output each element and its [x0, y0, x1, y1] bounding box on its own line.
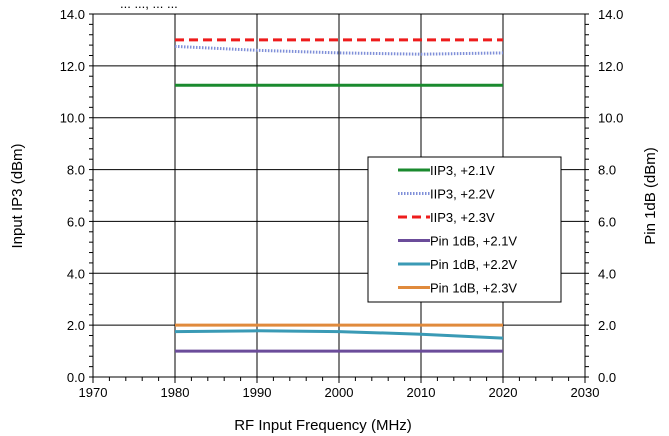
- legend-label: IIP3, +2.2V: [430, 187, 495, 202]
- x-tick-label: 2020: [489, 385, 518, 400]
- y-tick-label-right: 12.0: [598, 59, 623, 74]
- y-tick-label-right: 4.0: [598, 266, 616, 281]
- x-tick-label: 2000: [325, 385, 354, 400]
- x-tick-labels: 1970 1980 1990 2000 2010 2020 2030: [79, 385, 600, 400]
- x-tick-label: 2010: [407, 385, 436, 400]
- y-tick-label-right: 14.0: [598, 7, 623, 22]
- legend-box: [367, 156, 562, 303]
- y-tick-label-left: 6.0: [67, 214, 85, 229]
- x-tick-label: 2030: [571, 385, 600, 400]
- y-tick-label-left: 10.0: [60, 111, 85, 126]
- y-tick-label-left: 2.0: [67, 318, 85, 333]
- y-axis-title-right: Pin 1dB (dBm): [642, 147, 659, 245]
- y-axis-title-left: Input IP3 (dBm): [9, 143, 26, 248]
- legend-label: Pin 1dB, +2.2V: [430, 257, 517, 272]
- y-tick-label-right: 6.0: [598, 214, 616, 229]
- y-tick-label-left: 12.0: [60, 59, 85, 74]
- x-tick-label: 1970: [79, 385, 108, 400]
- y-tick-label-left: 0.0: [67, 370, 85, 385]
- legend: IIP3, +2.1V IIP3, +2.2V IIP3, +2.3V Pin 1dB…: [367, 156, 562, 303]
- x-axis-title: RF Input Frequency (MHz): [234, 417, 412, 434]
- y-tick-label-right: 10.0: [598, 111, 623, 126]
- y-tick-labels-left: 0.0 2.0 4.0 6.0 8.0 10.0 12.0 14.0: [60, 7, 85, 385]
- y-tick-label-right: 2.0: [598, 318, 616, 333]
- legend-label: Pin 1dB, +2.1V: [430, 234, 517, 249]
- legend-label: IIP3, +2.3V: [430, 210, 495, 225]
- y-tick-labels-right: 0.0 2.0 4.0 6.0 8.0 10.0 12.0 14.0: [598, 7, 623, 385]
- series-lines: [174, 38, 504, 353]
- x-tick-label: 1990: [243, 385, 272, 400]
- legend-label: IIP3, +2.1V: [430, 163, 495, 178]
- x-tick-label: 1980: [161, 385, 190, 400]
- y-tick-label-left: 4.0: [67, 266, 85, 281]
- series-line-5: [174, 329, 504, 340]
- y-tick-label-right: 0.0: [598, 370, 616, 385]
- legend-label: Pin 1dB, +2.3V: [430, 281, 517, 296]
- series-line-2: [174, 44, 504, 56]
- y-tick-label-left: 8.0: [67, 163, 85, 178]
- axes: [89, 13, 589, 383]
- clipped-title-text: ... ..., ... ...: [120, 0, 178, 11]
- grid: [93, 14, 585, 377]
- y-tick-label-right: 8.0: [598, 163, 616, 178]
- y-tick-label-left: 14.0: [60, 7, 85, 22]
